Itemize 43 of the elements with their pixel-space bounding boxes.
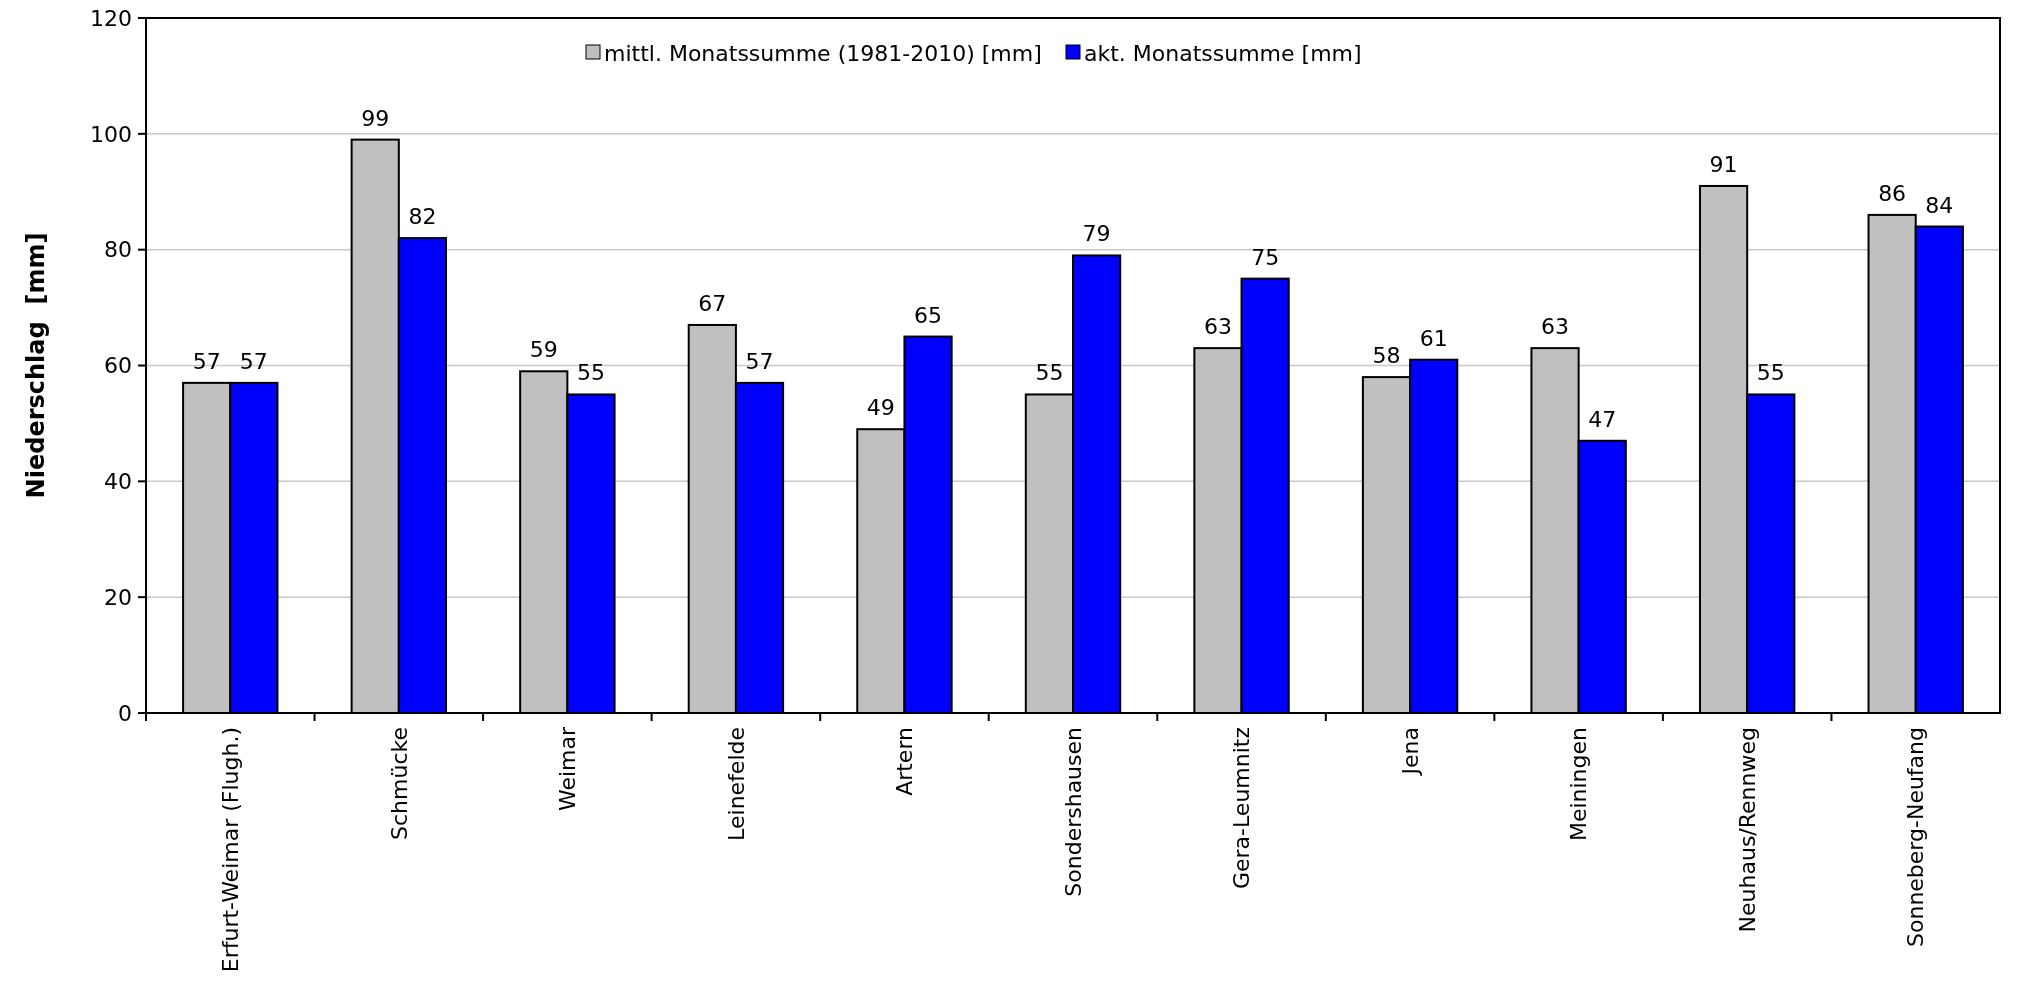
data-label: 79 <box>1082 221 1111 247</box>
data-label: 55 <box>576 360 605 386</box>
data-label: 49 <box>866 395 895 421</box>
data-label: 59 <box>529 337 558 363</box>
y-tick-label: 100 <box>90 121 132 147</box>
data-label: 75 <box>1251 244 1280 270</box>
data-label: 84 <box>1925 192 1954 218</box>
data-label: 58 <box>1372 343 1401 369</box>
data-label: 57 <box>239 348 268 374</box>
legend-label: akt. Monatssumme [mm] <box>1084 40 1362 66</box>
data-label: 47 <box>1588 406 1617 432</box>
x-tick-label: Artern <box>892 727 918 796</box>
x-tick-label: Schmücke <box>386 727 412 840</box>
x-tick-label: Jena <box>1397 727 1423 777</box>
data-label: 91 <box>1709 151 1738 177</box>
data-label: 86 <box>1878 180 1907 206</box>
data-label: 67 <box>698 290 727 316</box>
data-label: 65 <box>914 302 943 328</box>
data-label: 99 <box>361 105 390 131</box>
y-tick-label: 80 <box>104 237 132 263</box>
y-tick-label: 0 <box>118 700 132 726</box>
x-tick-label: Leinefelde <box>723 727 749 841</box>
data-label: 63 <box>1203 314 1232 340</box>
data-label: 57 <box>192 348 221 374</box>
x-tick-label: Gera-Leumnitz <box>1229 727 1255 890</box>
data-label: 57 <box>745 348 774 374</box>
y-tick-label: 120 <box>90 5 132 31</box>
data-label: 55 <box>1035 360 1064 386</box>
data-label: 63 <box>1541 314 1570 340</box>
y-tick-label: 60 <box>104 353 132 379</box>
x-tick-label: Sonneberg-Neufang <box>1903 727 1929 947</box>
x-tick-label: Neuhaus/Rennweg <box>1734 727 1760 933</box>
x-tick-label: Erfurt-Weimar (Flugh.) <box>217 727 243 973</box>
data-label: 82 <box>408 204 437 230</box>
x-tick-label: Meiningen <box>1566 727 1592 842</box>
x-tick-label: Weimar <box>555 726 581 812</box>
legend-label: mittl. Monatssumme (1981-2010) [mm] <box>604 40 1042 66</box>
y-axis-title: Niederschlag [mm] <box>22 232 51 499</box>
y-tick-label: 20 <box>104 584 132 610</box>
data-label: 61 <box>1419 325 1448 351</box>
x-tick-label: Sondershausen <box>1060 727 1086 897</box>
data-label: 55 <box>1756 360 1785 386</box>
y-tick-label: 40 <box>104 469 132 495</box>
